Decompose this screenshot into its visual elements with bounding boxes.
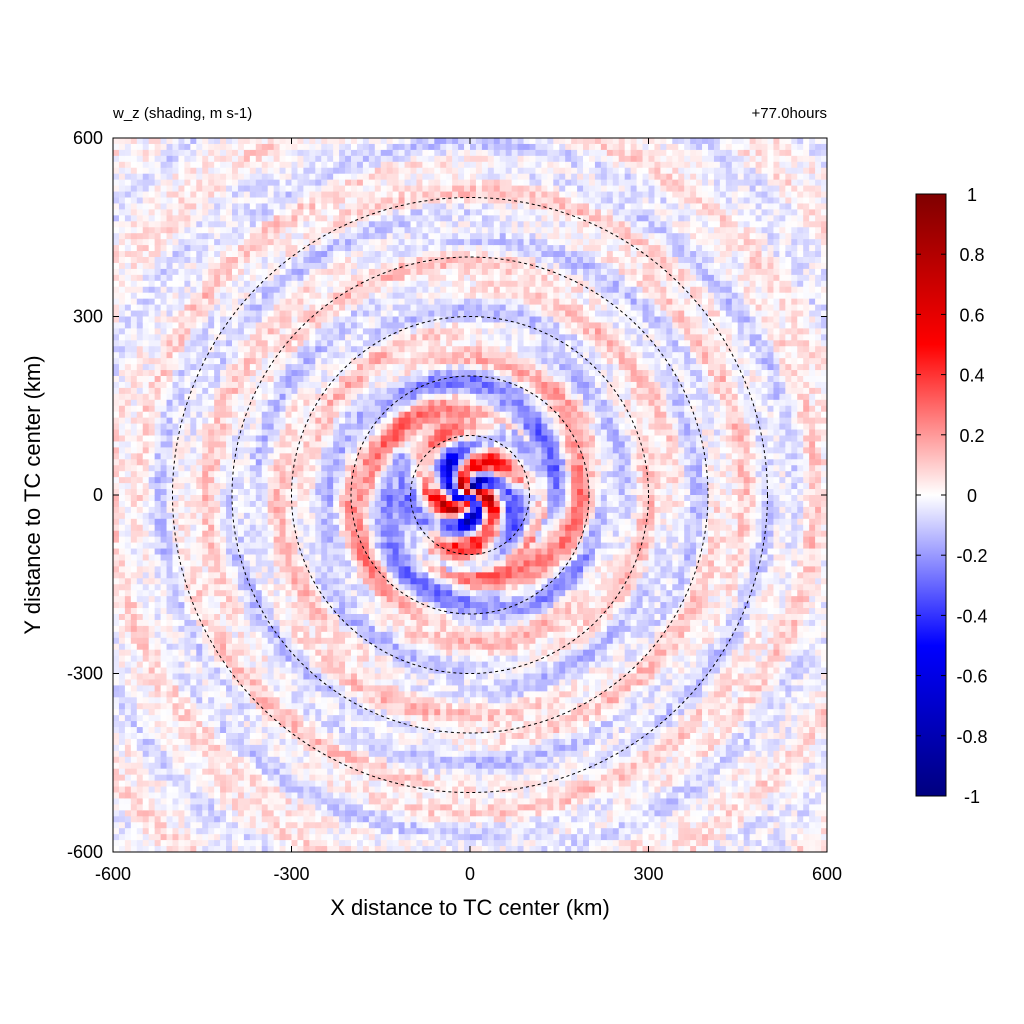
colorbar-tick-label: -0.4 [956, 606, 987, 626]
heatmap-field [113, 138, 827, 852]
chart-title-left: w_z (shading, m s-1) [112, 105, 252, 122]
y-tick-label: 600 [73, 128, 103, 148]
colorbar-tick-label: -0.6 [956, 667, 987, 687]
range-rings [172, 197, 768, 793]
range-ring [410, 435, 530, 555]
y-tick-label: 0 [93, 485, 103, 505]
range-ring [350, 375, 590, 615]
x-axis-ticks: -600 -300 0 300 600 [95, 138, 842, 884]
chart-title-right: +77.0hours [752, 105, 827, 122]
colorbar-tick-label: 1 [967, 185, 977, 205]
y-tick-label: -600 [67, 842, 103, 862]
colorbar-tick-label: 0 [967, 486, 977, 506]
y-tick-label: 300 [73, 307, 103, 327]
x-tick-label: 0 [465, 864, 475, 884]
colorbar-tick-label: -1 [964, 787, 980, 807]
x-axis-label: X distance to TC center (km) [330, 895, 610, 920]
x-tick-label: -600 [95, 864, 131, 884]
y-axis-ticks: -600 -300 0 300 600 [67, 128, 827, 862]
colorbar-ticks: 1 0.8 0.6 0.4 0.2 0 -0.2 -0.4 -0.6 -0.8 -1 [916, 185, 988, 807]
range-ring [291, 316, 649, 674]
colorbar-tick-label: 0.2 [959, 426, 984, 446]
colorbar-tick-label: -0.8 [956, 727, 987, 747]
range-ring [231, 256, 709, 734]
x-tick-label: -300 [273, 864, 309, 884]
colorbar-tick-label: 0.8 [959, 245, 984, 265]
y-tick-label: -300 [67, 664, 103, 684]
x-tick-label: 600 [812, 864, 842, 884]
colorbar-tick-label: 0.6 [959, 305, 984, 325]
range-ring [172, 197, 768, 793]
x-tick-label: 300 [633, 864, 663, 884]
colorbar-tick-label: 0.4 [959, 366, 984, 386]
y-axis-label: Y distance to TC center (km) [20, 355, 45, 634]
colorbar-tick-label: -0.2 [956, 546, 987, 566]
